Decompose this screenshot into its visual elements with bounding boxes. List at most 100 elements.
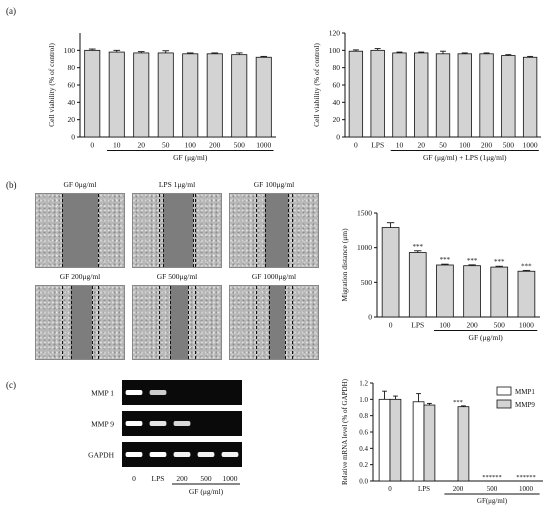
- panel-label-c: (c): [6, 380, 16, 390]
- migration-front: [71, 286, 73, 359]
- group-label: GF (μg/ml): [469, 333, 504, 342]
- micrograph-label: LPS 1μg/ml: [158, 180, 196, 189]
- bar-mmp9: [423, 404, 436, 482]
- gel-band: [173, 421, 191, 426]
- wound-gap: [169, 286, 188, 359]
- migration-front: [265, 194, 267, 267]
- x-tick-label: 200: [466, 321, 478, 330]
- initial-wound-edge: [97, 286, 99, 359]
- x-tick-label: 50: [439, 141, 447, 150]
- migration-front: [284, 286, 286, 359]
- legend-label-mmp9: MMP9: [515, 401, 535, 409]
- gel-band: [221, 452, 239, 457]
- bar: [182, 53, 199, 138]
- gel-lane-label: 1000: [223, 474, 238, 483]
- gel-band: [149, 452, 167, 457]
- significance-marker: ******: [516, 474, 536, 481]
- initial-wound-edge: [291, 286, 293, 359]
- x-tick-label: 0: [389, 321, 393, 330]
- x-tick-label: 500: [494, 321, 506, 330]
- y-tick-label: 1.0: [359, 396, 368, 404]
- bar: [84, 49, 101, 138]
- migration-front: [169, 286, 171, 359]
- x-tick-label: 500: [503, 141, 515, 150]
- micrograph-label: GF 200μg/ml: [59, 272, 101, 281]
- gel-panel: MMP 1 MMP 9 GAPDH 0 LPS 200 500 1000 GF (μg/ml): [72, 380, 282, 500]
- y-axis-label: Cell viability (% of control): [312, 43, 321, 127]
- panel-label-a: (a): [6, 6, 16, 16]
- y-tick-label: 80: [333, 63, 341, 72]
- x-tick-label: LPS: [418, 485, 430, 493]
- y-tick-label: 20: [68, 115, 76, 124]
- x-tick-label: 10: [113, 141, 121, 150]
- gel-lane-label: 500: [200, 474, 212, 483]
- x-tick-label: 0: [354, 141, 358, 150]
- migration-distance-chart: 0 500 1000 1500 Migration distance (μm) 0 *** L…: [340, 209, 540, 342]
- y-axis-label: Migration distance (μm): [340, 228, 349, 302]
- scratch-micrograph: GF 200μg/ml: [35, 272, 125, 360]
- gel-row-label: MMP 1: [91, 389, 114, 398]
- bar: [370, 49, 385, 138]
- y-tick-label: 40: [333, 98, 341, 107]
- initial-wound-edge: [256, 194, 258, 267]
- micrograph-label: GF 1000μg/ml: [251, 272, 297, 281]
- y-tick-label: 60: [333, 81, 341, 90]
- gel-lane-label: 0: [132, 474, 136, 483]
- scratch-micrograph: GF 1000μg/ml: [229, 272, 319, 360]
- wound-gap: [62, 194, 98, 267]
- x-tick-label: 1000: [519, 485, 534, 493]
- wound-gap: [71, 286, 93, 359]
- migration-front: [62, 194, 64, 267]
- group-label: GF (μg/ml): [173, 153, 208, 162]
- significance-marker: ***: [440, 256, 451, 264]
- bar-mmp1: [378, 398, 391, 482]
- x-tick-label: 500: [234, 141, 246, 150]
- bar: [436, 264, 454, 318]
- initial-wound-edge: [256, 286, 258, 359]
- y-tick-label: 100: [329, 46, 341, 55]
- significance-marker: ***: [413, 243, 424, 251]
- significance-marker: ***: [453, 399, 463, 406]
- micrograph-label: GF 500μg/ml: [156, 272, 198, 281]
- x-tick-label: 0: [90, 141, 94, 150]
- bar: [517, 270, 536, 318]
- y-tick-label: 80: [68, 63, 76, 72]
- gel-lane-label: LPS: [152, 474, 165, 483]
- x-tick-label: 1000: [519, 321, 534, 330]
- bar: [490, 266, 509, 318]
- group-label: GF(μg/ml): [477, 497, 508, 505]
- bar: [408, 252, 427, 318]
- y-tick-label: 500: [361, 278, 373, 287]
- migration-front: [92, 286, 94, 359]
- bar: [479, 53, 494, 138]
- legend-swatch-mmp1: [496, 386, 512, 396]
- mrna-level-chart: 0.0 0.2 0.4 0.6 0.8 1.0 1.2 Relative mRNA level…: [341, 378, 543, 505]
- y-tick-label: 0.8: [359, 412, 368, 420]
- gel-row-label: GAPDH: [88, 451, 114, 460]
- y-tick-label: 0.4: [359, 445, 368, 453]
- y-tick-label: 0: [71, 133, 75, 142]
- x-tick-label: 1000: [256, 141, 271, 150]
- initial-wound-edge: [62, 286, 64, 359]
- scratch-micrograph: GF 100μg/ml: [229, 180, 319, 268]
- x-tick-label: 20: [417, 141, 425, 150]
- y-tick-label: 0: [336, 133, 340, 142]
- gel-group-label: GF (μg/ml): [189, 487, 224, 496]
- x-tick-label: 20: [138, 141, 146, 150]
- migration-front: [187, 286, 189, 359]
- group-label: GF (μg/ml) + LPS (1μg/ml): [423, 153, 507, 162]
- bar: [501, 55, 516, 138]
- gel-band: [197, 452, 215, 457]
- scratch-micrograph: GF 500μg/ml: [132, 272, 222, 360]
- x-tick-label: LPS: [411, 321, 424, 330]
- migration-front: [268, 286, 270, 359]
- gel-band: [149, 390, 167, 395]
- gel-band: [149, 421, 167, 426]
- bar-mmp1: [412, 401, 425, 482]
- y-tick-label: 60: [68, 81, 76, 90]
- gel-band: [125, 421, 143, 426]
- y-tick-label: 0: [368, 313, 372, 322]
- migration-front: [162, 194, 164, 267]
- migration-front: [288, 194, 290, 267]
